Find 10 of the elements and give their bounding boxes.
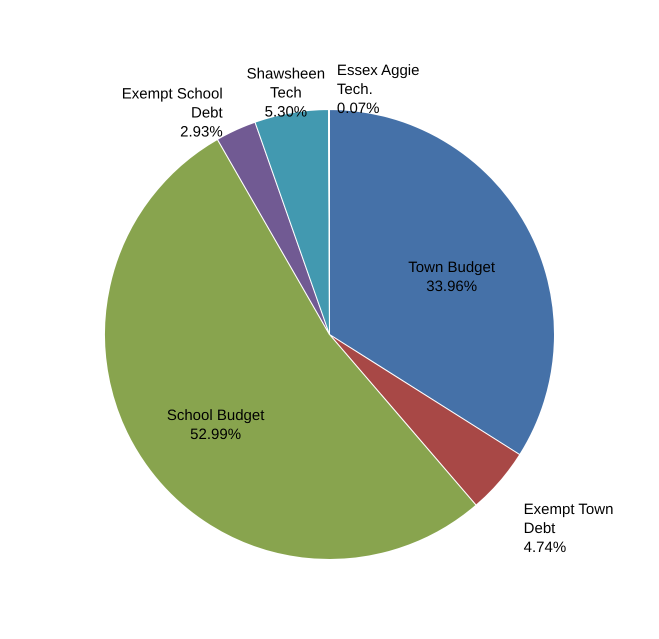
- slice-label: Exempt Town Debt: [524, 501, 614, 538]
- slice-label: School Budget: [166, 407, 266, 424]
- slice-label: Essex Aggie Tech.: [336, 62, 420, 98]
- data-label: 33.96%: [426, 278, 478, 296]
- slice-label: Shawsheen Tech: [246, 66, 326, 102]
- data-label: 2.93%: [180, 123, 223, 140]
- slice-label: Exempt School Debt: [122, 85, 224, 122]
- data-label: 4.74%: [524, 539, 566, 556]
- data-label: 52.99%: [190, 426, 242, 444]
- slice-label: Town Budget: [408, 259, 496, 276]
